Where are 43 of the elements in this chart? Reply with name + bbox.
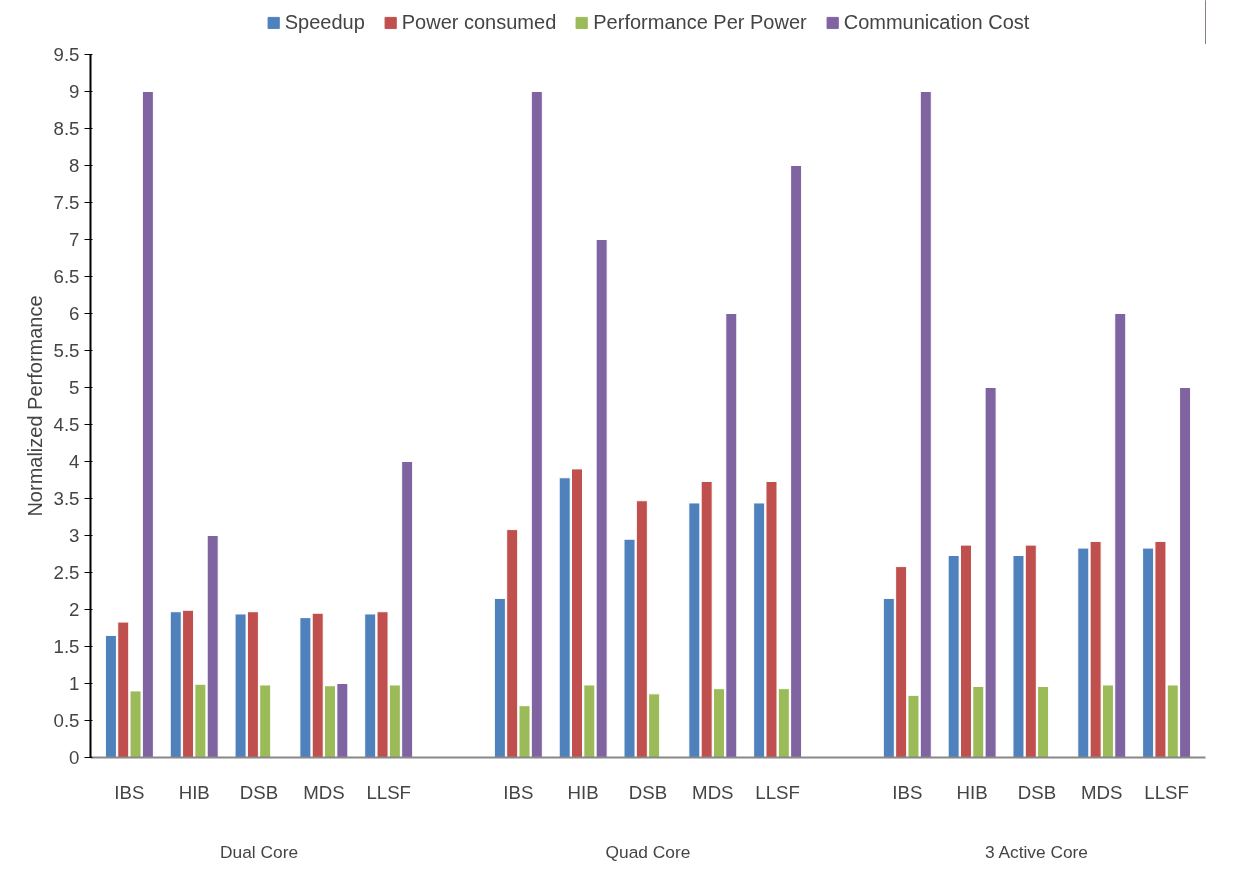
x-tick-label: HIB [178,781,210,803]
legend-label: Speedup [284,10,365,34]
y-axis-title: Normalized Performance [23,295,46,517]
legend-label: Power consumed [401,10,557,34]
y-tick-label: 0.5 [53,710,80,731]
x-tick-label: LLSF [755,781,800,803]
y-tick-label: 2.5 [53,562,80,583]
x-tick-label: LLSF [1144,781,1189,803]
x-tick-label: DSB [1017,781,1057,803]
y-tick-label: 7.5 [53,192,80,213]
y-tick-label: 3 [69,525,80,546]
y-tick-label: 1 [69,673,80,694]
x-tick-label: IBS [892,781,923,803]
text: Dual Core [220,841,299,862]
y-tick-label: 5 [69,377,80,398]
x-tick-label: LLSF [366,781,411,803]
x-tick-label: MDS [303,781,345,803]
y-tick-label: 5.5 [53,340,80,361]
legend-label: Performance Per Power [593,10,807,34]
y-tick-label: 7 [69,229,80,250]
x-tick-label: IBS [114,781,145,803]
y-tick-label: 1.5 [53,636,80,657]
y-tick-label: 8 [69,155,80,176]
y-tick-label: 2 [69,599,80,620]
x-tick-label: DSB [628,781,668,803]
y-tick-label: 0 [69,747,80,768]
x-tick-label: HIB [567,781,599,803]
x-tick-label: IBS [503,781,534,803]
y-tick-label: 9 [69,81,80,102]
y-tick-label: 4.5 [53,414,80,435]
y-tick-label: 8.5 [53,118,80,139]
x-tick-label: MDS [1081,781,1123,803]
y-tick-label: 4 [69,451,80,472]
x-tick-label: HIB [956,781,988,803]
legend-label: Communication Cost [843,10,1030,34]
x-tick-label: DSB [239,781,279,803]
text: 3 Active Core [984,841,1089,862]
y-tick-label: 3.5 [53,488,80,509]
x-tick-label: MDS [692,781,734,803]
y-tick-label: 6.5 [53,266,80,287]
y-tick-label: 6 [69,303,80,324]
y-tick-label: 9.5 [53,44,80,65]
text: Quad Core [605,841,691,862]
